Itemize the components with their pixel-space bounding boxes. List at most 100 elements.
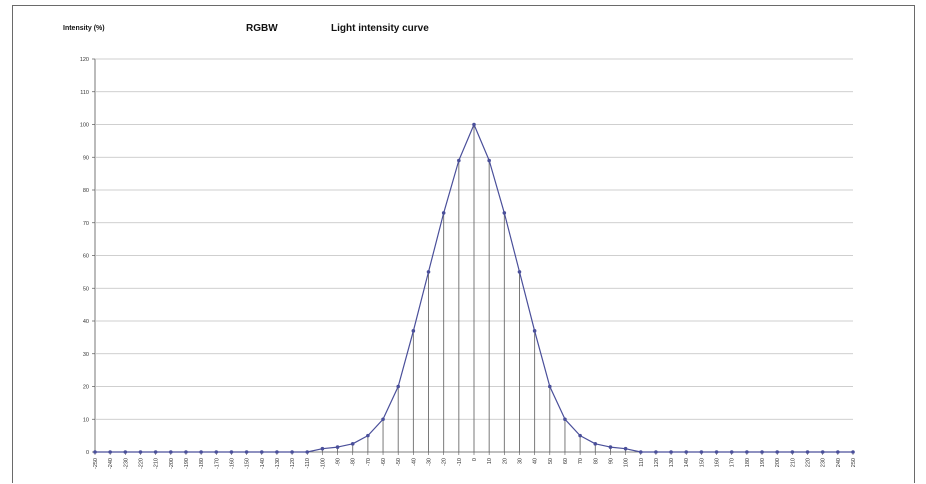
x-tick-label-90: 90 [608, 458, 614, 464]
data-points [93, 122, 855, 454]
x-tick-label-150: 150 [699, 458, 705, 467]
x-tick-label-130: 130 [669, 458, 675, 467]
x-tick-label--70: -70 [366, 458, 372, 466]
data-point-30 [517, 270, 522, 274]
x-tick-label--230: -230 [123, 458, 129, 469]
x-tick-label-170: 170 [730, 458, 736, 467]
x-tick-label-40: 40 [533, 458, 539, 464]
x-tick-label--220: -220 [138, 458, 144, 469]
data-point--110 [305, 450, 310, 454]
x-tick-label--170: -170 [214, 458, 220, 469]
x-tick-label--10: -10 [457, 458, 463, 466]
data-point-80 [593, 442, 598, 446]
x-tick-label-180: 180 [745, 458, 751, 467]
x-tick-label--120: -120 [290, 458, 296, 469]
x-tick-label--60: -60 [381, 458, 387, 466]
data-point--130 [275, 450, 279, 454]
x-tick-label--50: -50 [396, 458, 402, 466]
data-point-70 [578, 433, 582, 438]
data-point-0 [472, 122, 476, 127]
x-tick-label-120: 120 [654, 458, 660, 467]
x-tick-label-110: 110 [639, 458, 645, 467]
x-tick-label--200: -200 [169, 458, 175, 469]
data-point--240 [108, 450, 112, 454]
x-tick-labels: -250 -240 -230 -220 -210 -200 -190 -180 -170 -160… [93, 458, 857, 469]
data-point--80 [350, 442, 355, 446]
x-tick-label-220: 220 [806, 458, 812, 467]
x-tick-label--40: -40 [411, 458, 417, 466]
x-tick-label--250: -250 [93, 458, 99, 469]
y-tick-label-40: 40 [83, 319, 89, 325]
data-point--140 [259, 450, 264, 454]
data-point--120 [290, 450, 294, 454]
data-point-250 [851, 450, 855, 454]
data-point-190 [760, 450, 764, 454]
x-tick-label--180: -180 [199, 458, 205, 469]
y-tick-label-20: 20 [83, 385, 89, 391]
x-tick-label-30: 30 [517, 458, 523, 464]
data-point-50 [548, 384, 552, 389]
x-tick-label-50: 50 [548, 458, 554, 464]
y-axis-title: Intensity (%) [63, 25, 105, 32]
y-tick-label-110: 110 [80, 90, 89, 96]
x-tick-label--130: -130 [275, 458, 281, 469]
y-tick-labels: 0 10 20 30 40 50 60 70 80 90 100 110 120 [80, 57, 89, 456]
x-tick-label--110: -110 [305, 458, 311, 469]
x-tick-label--20: -20 [442, 458, 448, 466]
data-point--40 [411, 329, 416, 333]
y-tick-label-100: 100 [80, 123, 89, 129]
x-tick-label-10: 10 [487, 458, 493, 464]
data-point--90 [335, 445, 340, 449]
x-tick-label--190: -190 [184, 458, 190, 469]
data-point--210 [153, 450, 158, 454]
y-tick-label-120: 120 [80, 57, 89, 63]
data-point-110 [638, 450, 643, 454]
y-tick-label-60: 60 [83, 254, 89, 260]
chart-frame [12, 5, 915, 483]
x-tick-label--160: -160 [229, 458, 235, 469]
data-point--230 [123, 450, 128, 454]
x-tick-label-80: 80 [593, 458, 599, 464]
data-point--180 [199, 450, 203, 454]
x-tick-label--240: -240 [108, 458, 114, 469]
data-point--20 [441, 211, 446, 215]
data-point-170 [729, 450, 734, 454]
data-point--150 [244, 450, 249, 454]
y-tick-label-80: 80 [83, 188, 89, 194]
data-point-160 [714, 450, 719, 454]
data-point-140 [684, 450, 689, 454]
data-point--60 [381, 417, 385, 422]
data-point-120 [654, 450, 658, 454]
x-tick-label-20: 20 [502, 458, 508, 464]
x-tick-label-200: 200 [775, 458, 781, 467]
data-point-200 [775, 450, 779, 454]
data-point--220 [138, 450, 143, 454]
data-point--10 [457, 158, 461, 163]
y-tick-label-0: 0 [86, 450, 89, 456]
x-tick-label-230: 230 [821, 458, 827, 467]
x-tick-label--150: -150 [245, 458, 251, 469]
data-point-20 [502, 211, 507, 215]
x-tick-label-60: 60 [563, 458, 569, 464]
drop-lines [321, 124, 627, 452]
y-tick-label-70: 70 [83, 221, 89, 227]
x-tick-label-100: 100 [624, 458, 630, 467]
x-tick-label-190: 190 [760, 458, 766, 467]
x-tick-label-160: 160 [715, 458, 721, 467]
data-point-240 [836, 450, 840, 454]
data-point--30 [426, 270, 431, 274]
y-tick-label-50: 50 [83, 286, 89, 292]
data-point--70 [366, 433, 370, 438]
x-tick-label--80: -80 [351, 458, 357, 466]
x-tick-label-210: 210 [790, 458, 796, 467]
x-tick-label--100: -100 [320, 458, 326, 469]
data-point-210 [790, 450, 795, 454]
data-point--100 [320, 446, 325, 451]
data-point-90 [608, 445, 613, 449]
data-point-10 [487, 158, 491, 163]
data-point-60 [563, 417, 567, 422]
data-point-130 [669, 450, 673, 454]
data-point-180 [745, 450, 749, 454]
x-tick-label--140: -140 [260, 458, 266, 469]
data-point--190 [184, 450, 188, 454]
